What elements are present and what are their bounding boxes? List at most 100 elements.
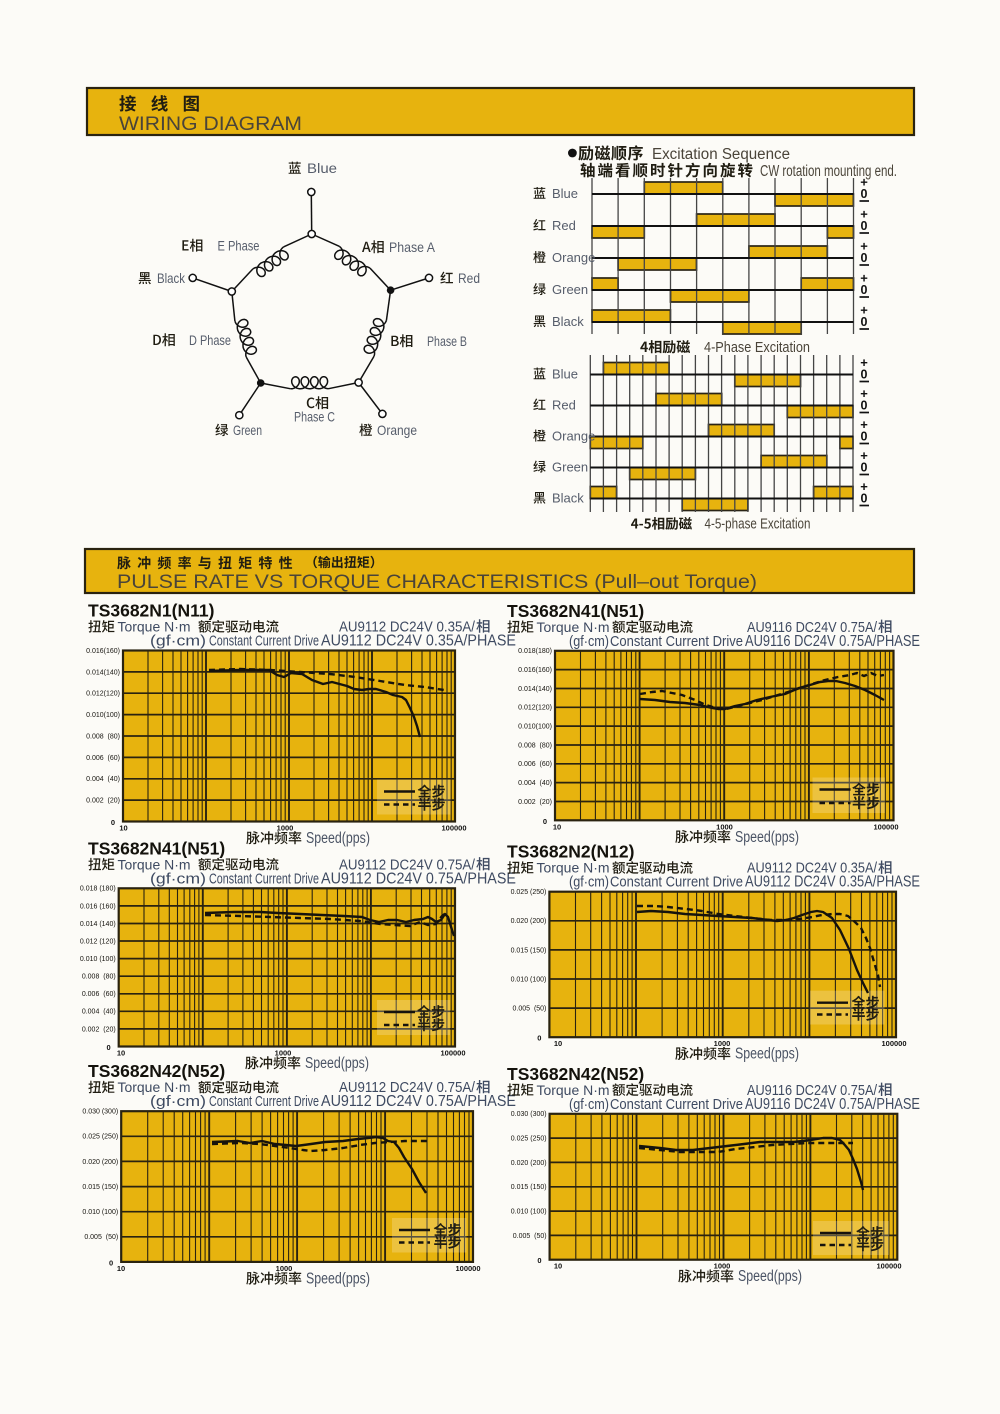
svg-text:TS3682N41(N51): TS3682N41(N51): [507, 601, 644, 621]
svg-text:AU9112 DC24V 0.75A/PHASE: AU9112 DC24V 0.75A/PHASE: [321, 1093, 516, 1110]
svg-text:0: 0: [861, 368, 868, 382]
svg-text:Speed(pps): Speed(pps): [306, 1270, 370, 1287]
svg-text:0.005 (50): 0.005 (50): [84, 1234, 118, 1241]
svg-text:0.018 (180): 0.018 (180): [80, 886, 116, 893]
svg-text:0.004 (40): 0.004 (40): [518, 780, 552, 787]
svg-text:Excitation Sequence: Excitation Sequence: [652, 146, 790, 163]
svg-text:0.014 (140): 0.014 (140): [80, 921, 116, 928]
svg-text:Torque N·m: Torque N·m: [537, 860, 610, 876]
svg-text:0: 0: [861, 283, 868, 297]
svg-text:0: 0: [861, 399, 868, 413]
svg-text:TS3682N1(N11): TS3682N1(N11): [88, 601, 214, 621]
svg-text:0.006 (60): 0.006 (60): [82, 991, 116, 998]
svg-text:1000: 1000: [277, 824, 294, 833]
svg-text:TS3682N42(N52): TS3682N42(N52): [507, 1064, 644, 1084]
svg-text:0.018(180): 0.018(180): [518, 648, 552, 655]
svg-text:0.025 (250): 0.025 (250): [511, 889, 547, 896]
svg-text:Torque N·m: Torque N·m: [118, 856, 191, 872]
svg-text:Phase C: Phase C: [294, 409, 335, 425]
svg-text:0.005 (50): 0.005 (50): [513, 1006, 547, 1013]
svg-text:0.030 (300): 0.030 (300): [511, 1111, 547, 1118]
svg-text:0.004 (40): 0.004 (40): [82, 1009, 116, 1016]
svg-text:1000: 1000: [714, 1039, 731, 1048]
svg-text:Black: Black: [157, 270, 186, 286]
svg-text:Constant Current Drive: Constant Current Drive: [610, 1096, 743, 1113]
svg-text:AU9112 DC24V 0.35A/: AU9112 DC24V 0.35A/: [339, 619, 476, 636]
svg-text:0.008 (80): 0.008 (80): [86, 733, 120, 740]
svg-text:+: +: [860, 239, 868, 254]
svg-text:0.016(160): 0.016(160): [518, 667, 552, 674]
svg-text:Speed(pps): Speed(pps): [305, 1055, 369, 1072]
svg-text:+: +: [860, 303, 868, 318]
svg-text:0.005 (50): 0.005 (50): [513, 1233, 547, 1240]
svg-text:0.025 (250): 0.025 (250): [82, 1134, 118, 1141]
svg-text:0.010 (100): 0.010 (100): [511, 976, 547, 983]
svg-text:Orange: Orange: [377, 422, 417, 438]
svg-text:100000: 100000: [881, 1039, 906, 1048]
svg-text:AU9112 DC24V 0.75A/: AU9112 DC24V 0.75A/: [339, 856, 476, 873]
svg-text:0.010 (100): 0.010 (100): [82, 1209, 118, 1216]
svg-text:(gf·cm): (gf·cm): [569, 1096, 609, 1113]
svg-text:1000: 1000: [716, 822, 733, 831]
svg-text:Torque N·m: Torque N·m: [537, 619, 610, 635]
svg-text:AU9112 DC24V 0.75A/: AU9112 DC24V 0.75A/: [339, 1079, 476, 1096]
svg-text:Constant Current Drive: Constant Current Drive: [610, 633, 743, 650]
svg-text:Constant Current Drive: Constant Current Drive: [209, 633, 319, 650]
svg-text:(gf·cm): (gf·cm): [569, 633, 609, 650]
svg-text:+: +: [860, 355, 868, 370]
svg-text:0: 0: [861, 461, 868, 475]
svg-text:Torque N·m: Torque N·m: [537, 1082, 610, 1098]
svg-text:Speed(pps): Speed(pps): [735, 829, 799, 846]
svg-text:0.012 (120): 0.012 (120): [80, 938, 116, 945]
svg-text:+: +: [860, 386, 868, 401]
svg-text:+: +: [860, 479, 868, 494]
svg-text:0.020 (200): 0.020 (200): [82, 1159, 118, 1166]
svg-text:AU9112 DC24V 0.35A/PHASE: AU9112 DC24V 0.35A/PHASE: [745, 874, 920, 891]
svg-text:(gf·cm): (gf·cm): [150, 1093, 206, 1110]
svg-text:Constant Current Drive: Constant Current Drive: [610, 874, 743, 891]
svg-text:Speed(pps): Speed(pps): [735, 1046, 799, 1063]
svg-text:10: 10: [554, 1262, 562, 1271]
svg-text:4-5-phase Excitation: 4-5-phase Excitation: [705, 516, 811, 533]
svg-text:E Phase: E Phase: [218, 238, 260, 254]
svg-text:0.010(100): 0.010(100): [518, 724, 552, 731]
svg-text:AU9112 DC24V 0.35A/PHASE: AU9112 DC24V 0.35A/PHASE: [321, 633, 516, 650]
svg-text:0.010 (100): 0.010 (100): [511, 1208, 547, 1215]
svg-text:0.014(140): 0.014(140): [518, 686, 552, 693]
svg-text:100000: 100000: [876, 1262, 901, 1271]
svg-text:0.015 (150): 0.015 (150): [511, 947, 547, 954]
svg-text:Blue: Blue: [307, 160, 337, 176]
svg-text:Speed(pps): Speed(pps): [738, 1268, 802, 1285]
svg-text:0.002 (20): 0.002 (20): [82, 1026, 116, 1033]
svg-text:0.006 (60): 0.006 (60): [86, 755, 120, 762]
svg-text:Speed(pps): Speed(pps): [306, 830, 370, 847]
svg-text:0.015 (150): 0.015 (150): [82, 1184, 118, 1191]
svg-text:4-Phase Excitation: 4-Phase Excitation: [704, 339, 810, 356]
svg-text:AU9112 DC24V 0.35A/: AU9112 DC24V 0.35A/: [747, 860, 878, 877]
svg-text:0.010 (100): 0.010 (100): [80, 956, 116, 963]
svg-text:0.020 (200): 0.020 (200): [511, 1160, 547, 1167]
svg-text:0: 0: [861, 315, 868, 329]
svg-text:WIRING DIAGRAM: WIRING DIAGRAM: [119, 113, 302, 135]
svg-text:Phase A: Phase A: [389, 239, 436, 255]
svg-text:0.012(120): 0.012(120): [518, 705, 552, 712]
svg-text:TS3682N41(N51): TS3682N41(N51): [88, 838, 225, 858]
svg-text:AU9116 DC24V 0.75A/PHASE: AU9116 DC24V 0.75A/PHASE: [745, 1096, 920, 1113]
svg-text:10: 10: [553, 822, 561, 831]
svg-text:0.012(120): 0.012(120): [86, 691, 120, 698]
svg-text:AU9116 DC24V 0.75A/PHASE: AU9116 DC24V 0.75A/PHASE: [745, 633, 920, 650]
svg-text:0.016(160): 0.016(160): [86, 648, 120, 655]
svg-text:0.002 (20): 0.002 (20): [86, 798, 120, 805]
svg-text:+: +: [860, 417, 868, 432]
svg-text:0: 0: [861, 219, 868, 233]
svg-text:Black: Black: [552, 491, 584, 506]
svg-text:10: 10: [119, 824, 127, 833]
svg-text:+: +: [860, 448, 868, 463]
svg-text:0: 0: [861, 187, 868, 201]
svg-text:TS3682N2(N12): TS3682N2(N12): [507, 842, 634, 862]
svg-text:AU9116 DC24V 0.75A/: AU9116 DC24V 0.75A/: [747, 619, 878, 636]
svg-text:Torque N·m: Torque N·m: [118, 1079, 191, 1095]
svg-text:0: 0: [861, 492, 868, 506]
svg-text:0: 0: [543, 817, 547, 826]
svg-text:(gf·cm): (gf·cm): [150, 633, 206, 650]
